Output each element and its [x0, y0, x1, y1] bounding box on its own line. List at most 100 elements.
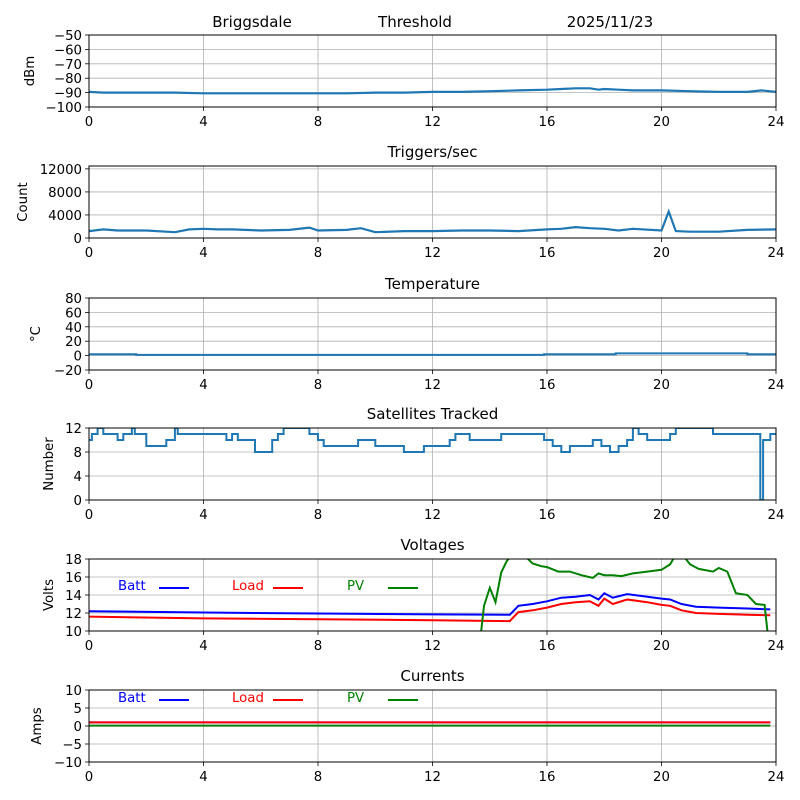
panel-triggers: 0 4 8 12 16 20 24 0 4000 8000 12000 Triggers/sec Cou… — [16, 143, 784, 261]
y-tick-label: −50 — [54, 29, 82, 44]
y-tick-label: 0 — [74, 232, 82, 247]
y-tick-label: 14 — [65, 589, 82, 604]
x-tick-label: 16 — [539, 508, 556, 523]
x-tick-label: 0 — [85, 378, 93, 393]
y-tick-label: 10 — [65, 684, 82, 699]
x-tick-label: 20 — [653, 115, 670, 130]
chart-title: Triggers/sec — [387, 143, 478, 161]
y-axis-label: Volts — [42, 579, 57, 611]
x-tick-label: 0 — [85, 508, 93, 523]
chart-title: Voltages — [400, 536, 464, 554]
y-axis-label: Count — [16, 182, 31, 222]
x-tick-label: 16 — [539, 770, 556, 785]
y-axis-label: Number — [42, 437, 57, 491]
x-tick-label: 8 — [314, 639, 322, 654]
y-axis-label: dBm — [23, 56, 38, 87]
y-tick-label: −90 — [54, 87, 82, 102]
x-tick-label: 4 — [199, 508, 207, 523]
y-tick-label: −10 — [54, 756, 82, 771]
x-tick-label: 8 — [314, 246, 322, 261]
legend-item-load: Load — [232, 579, 303, 594]
x-tick-label: 16 — [539, 115, 556, 130]
x-tick-label: 12 — [424, 378, 441, 393]
y-tick-label: 8000 — [48, 186, 82, 201]
x-tick-label: 24 — [768, 115, 785, 130]
y-tick-label: 20 — [65, 335, 82, 350]
x-tick-label: 8 — [314, 115, 322, 130]
panel-signal: 0 4 8 12 16 20 24 −100−90−80−70−60−50 dBm — [23, 29, 784, 130]
x-tick-label: 20 — [653, 639, 670, 654]
y-tick-label: −5 — [62, 738, 82, 753]
x-tick-label: 16 — [539, 378, 556, 393]
legend-label: Batt — [118, 691, 146, 706]
y-tick-label: 60 — [65, 306, 82, 321]
x-tick-label: 24 — [768, 639, 785, 654]
y-tick-label: 12 — [65, 607, 82, 622]
chart-title: Satellites Tracked — [367, 405, 498, 423]
series-line-satellites — [89, 428, 776, 500]
x-tick-label: 4 — [199, 115, 207, 130]
x-tick-label: 12 — [424, 639, 441, 654]
x-tick-label: 12 — [424, 508, 441, 523]
y-tick-label: −100 — [45, 101, 82, 116]
x-tick-label: 0 — [85, 115, 93, 130]
chart-title: Currents — [400, 667, 464, 685]
chart-title: Temperature — [384, 275, 480, 293]
x-tick-label: 24 — [768, 378, 785, 393]
x-tick-label: 8 — [314, 508, 322, 523]
series-line-batt — [89, 591, 771, 616]
x-tick-label: 24 — [768, 246, 785, 261]
y-tick-label: 12 — [65, 422, 82, 437]
y-tick-label: 80 — [65, 292, 82, 307]
y-axis-label: Amps — [30, 707, 45, 744]
y-tick-label: 18 — [65, 553, 82, 568]
y-tick-label: 16 — [65, 571, 82, 586]
series-line-temperature — [89, 352, 776, 356]
legend-item-batt: Batt — [118, 579, 189, 594]
legend-label: Load — [232, 579, 264, 594]
y-tick-label: 0 — [74, 720, 82, 735]
series-line-pv — [480, 559, 769, 631]
y-tick-label: 5 — [74, 702, 82, 717]
x-tick-label: 24 — [768, 508, 785, 523]
mode-label: Threshold — [377, 13, 452, 31]
y-tick-label: 0 — [74, 494, 82, 509]
y-tick-label: 0 — [74, 350, 82, 365]
legend-item-load: Load — [232, 691, 303, 706]
station-name: Briggsdale — [212, 13, 292, 31]
x-tick-label: 20 — [653, 770, 670, 785]
y-tick-label: −80 — [54, 72, 82, 87]
series-line-load — [89, 597, 771, 623]
x-tick-label: 24 — [768, 770, 785, 785]
x-tick-label: 20 — [653, 246, 670, 261]
legend-label: Load — [232, 691, 264, 706]
legend-item-batt: Batt — [118, 691, 189, 706]
x-tick-label: 8 — [314, 770, 322, 785]
x-tick-label: 4 — [199, 246, 207, 261]
legend-item-pv: PV — [347, 691, 418, 706]
panel-voltages: 0 4 8 12 16 20 24 10 12 14 16 18 Voltages Volts Batt Lo… — [42, 536, 784, 654]
x-tick-label: 0 — [85, 246, 93, 261]
x-tick-label: 0 — [85, 639, 93, 654]
y-tick-label: 8 — [74, 446, 82, 461]
y-tick-label: −20 — [54, 364, 82, 379]
x-tick-label: 12 — [424, 246, 441, 261]
legend-label: PV — [347, 691, 364, 706]
x-tick-label: 4 — [199, 378, 207, 393]
legend-label: Batt — [118, 579, 146, 594]
date-label: 2025/11/23 — [567, 13, 653, 31]
x-tick-label: 4 — [199, 639, 207, 654]
y-tick-label: −70 — [54, 58, 82, 73]
panel-satellites: 0 4 8 12 16 20 24 0 4 8 12 Satellites Tracked Number — [42, 405, 784, 523]
y-axis-label: °C — [29, 326, 44, 342]
x-tick-label: 16 — [539, 246, 556, 261]
x-tick-label: 0 — [85, 770, 93, 785]
figure-header: Briggsdale Threshold 2025/11/23 — [212, 13, 653, 31]
x-tick-label: 16 — [539, 639, 556, 654]
x-tick-label: 12 — [424, 115, 441, 130]
x-tick-label: 20 — [653, 508, 670, 523]
y-tick-label: 12000 — [40, 163, 82, 178]
legend-label: PV — [347, 579, 364, 594]
